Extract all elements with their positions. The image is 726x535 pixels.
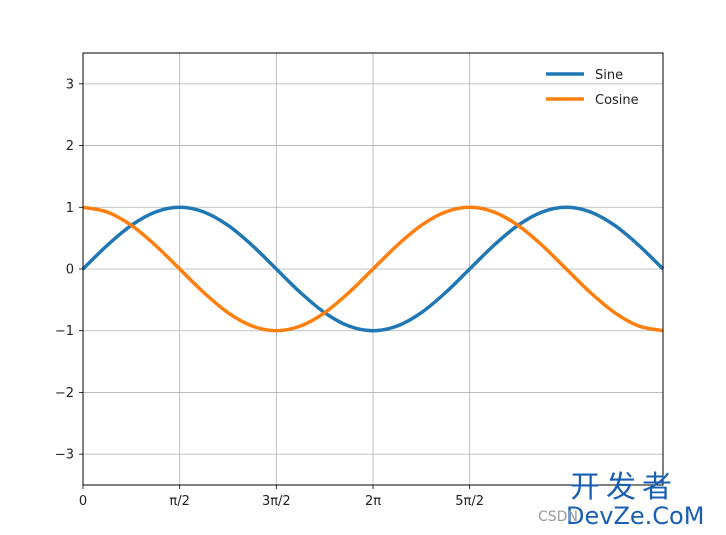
x-tick-label-0: 0 bbox=[79, 494, 87, 509]
axis-ticks: 0 π/2 3π/2 2π 5π/2 3 2 1 0 −1 −2 −3 bbox=[55, 77, 484, 509]
x-tick-label-1: π/2 bbox=[169, 494, 189, 509]
y-tick-label-5: −2 bbox=[55, 386, 74, 401]
watermark-cn: 开发者 bbox=[570, 470, 678, 505]
y-tick-label-6: −3 bbox=[55, 448, 74, 463]
watermark: 开发者 DevZe.CoM CSDN bbox=[538, 470, 704, 530]
y-tick-label-0: 3 bbox=[66, 77, 74, 92]
series-lines bbox=[81, 205, 665, 333]
watermark-en: DevZe.CoM bbox=[566, 502, 704, 530]
series-line-cosine bbox=[82, 205, 664, 333]
y-tick-label-4: −1 bbox=[55, 324, 74, 339]
legend-label-cosine: Cosine bbox=[595, 93, 639, 108]
x-tick-label-2: 3π/2 bbox=[262, 494, 291, 509]
y-tick-label-3: 0 bbox=[66, 263, 74, 278]
x-tick-label-4: 5π/2 bbox=[455, 494, 484, 509]
legend-label-sine: Sine bbox=[595, 68, 623, 83]
series-line-sine bbox=[81, 205, 665, 333]
y-tick-label-2: 1 bbox=[66, 201, 74, 216]
x-tick-label-3: 2π bbox=[365, 494, 381, 509]
watermark-csdn: CSDN bbox=[538, 509, 578, 525]
y-tick-label-1: 2 bbox=[66, 139, 74, 154]
legend: Sine Cosine bbox=[546, 68, 639, 108]
